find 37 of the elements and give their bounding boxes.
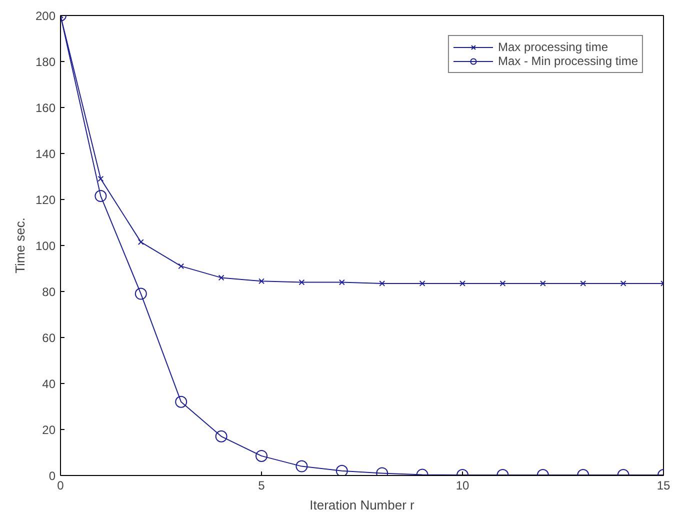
y-tick-label: 80 (42, 285, 56, 299)
y-tick-label: 20 (42, 423, 56, 437)
x-tick-label: 10 (456, 478, 470, 492)
point (138, 239, 144, 246)
y-tick-label: 60 (42, 331, 56, 345)
legend-label: Max - Min processing time (498, 54, 638, 68)
point (298, 279, 305, 286)
y-tick-label: 120 (35, 193, 56, 207)
point (460, 280, 466, 286)
point (620, 280, 626, 286)
point (175, 396, 188, 408)
y-tick-label: 180 (35, 55, 56, 69)
point (178, 263, 184, 270)
point (258, 278, 264, 284)
y-tick-label: 160 (35, 101, 56, 115)
point (98, 176, 104, 182)
y-tick-label: 40 (42, 377, 56, 391)
point (379, 280, 386, 286)
x-axis-title: Iteration Number r (310, 498, 416, 512)
point (580, 280, 586, 286)
point (134, 288, 147, 300)
point (540, 280, 546, 286)
y-tick-label: 200 (35, 9, 56, 23)
point (218, 274, 224, 281)
legend-label: Max processing time (498, 40, 608, 54)
point (94, 190, 107, 202)
y-tick-label: 140 (35, 147, 56, 161)
x-tick-label: 5 (258, 478, 266, 492)
point (500, 280, 506, 286)
x-tick-label: 0 (57, 478, 64, 492)
point (419, 280, 426, 286)
x-tick-label: 15 (656, 478, 670, 492)
y-axis-title: Time sec. (12, 218, 28, 274)
y-tick-label: 100 (35, 239, 56, 253)
point (336, 464, 348, 476)
point (338, 279, 345, 286)
y-tick-label: 0 (48, 469, 56, 483)
